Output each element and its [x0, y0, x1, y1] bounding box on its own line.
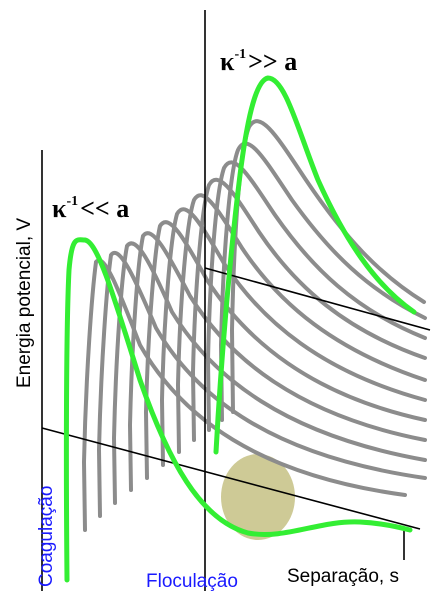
energy-curve [81, 258, 407, 532]
kappa-large-relation: >> a [248, 47, 297, 76]
kappa-large-label: κ-1>> a [220, 47, 297, 76]
energy-curve [127, 231, 427, 492]
kappa-large-exponent: -1 [234, 47, 246, 62]
x-axis-label: Separação, s [287, 566, 399, 587]
energy-curve [205, 160, 427, 432]
green-curve-large-debye [213, 75, 417, 455]
grey-curves [81, 119, 427, 532]
energy-curve [143, 220, 427, 480]
energy-curve [190, 177, 427, 442]
kappa-small-label: κ-1<< a [52, 194, 129, 223]
energy-curve [218, 141, 427, 422]
flocculation-label: Floculação [146, 571, 238, 591]
kappa-small-relation: << a [80, 194, 129, 223]
y-axis-label: Energia potencial, V [14, 218, 35, 388]
kappa-large-symbol: κ [220, 47, 235, 76]
kappa-small-exponent: -1 [66, 194, 78, 209]
axes [41, 10, 431, 591]
energy-curve [111, 241, 427, 505]
x-axis-front [41, 427, 421, 530]
green-curve-small-debye [63, 237, 413, 583]
energy-curve [96, 251, 427, 518]
flocculation-region [221, 454, 295, 540]
x-axis-back [204, 267, 431, 331]
coagulation-label: Coagulação [36, 486, 57, 587]
kappa-small-symbol: κ [52, 194, 67, 223]
